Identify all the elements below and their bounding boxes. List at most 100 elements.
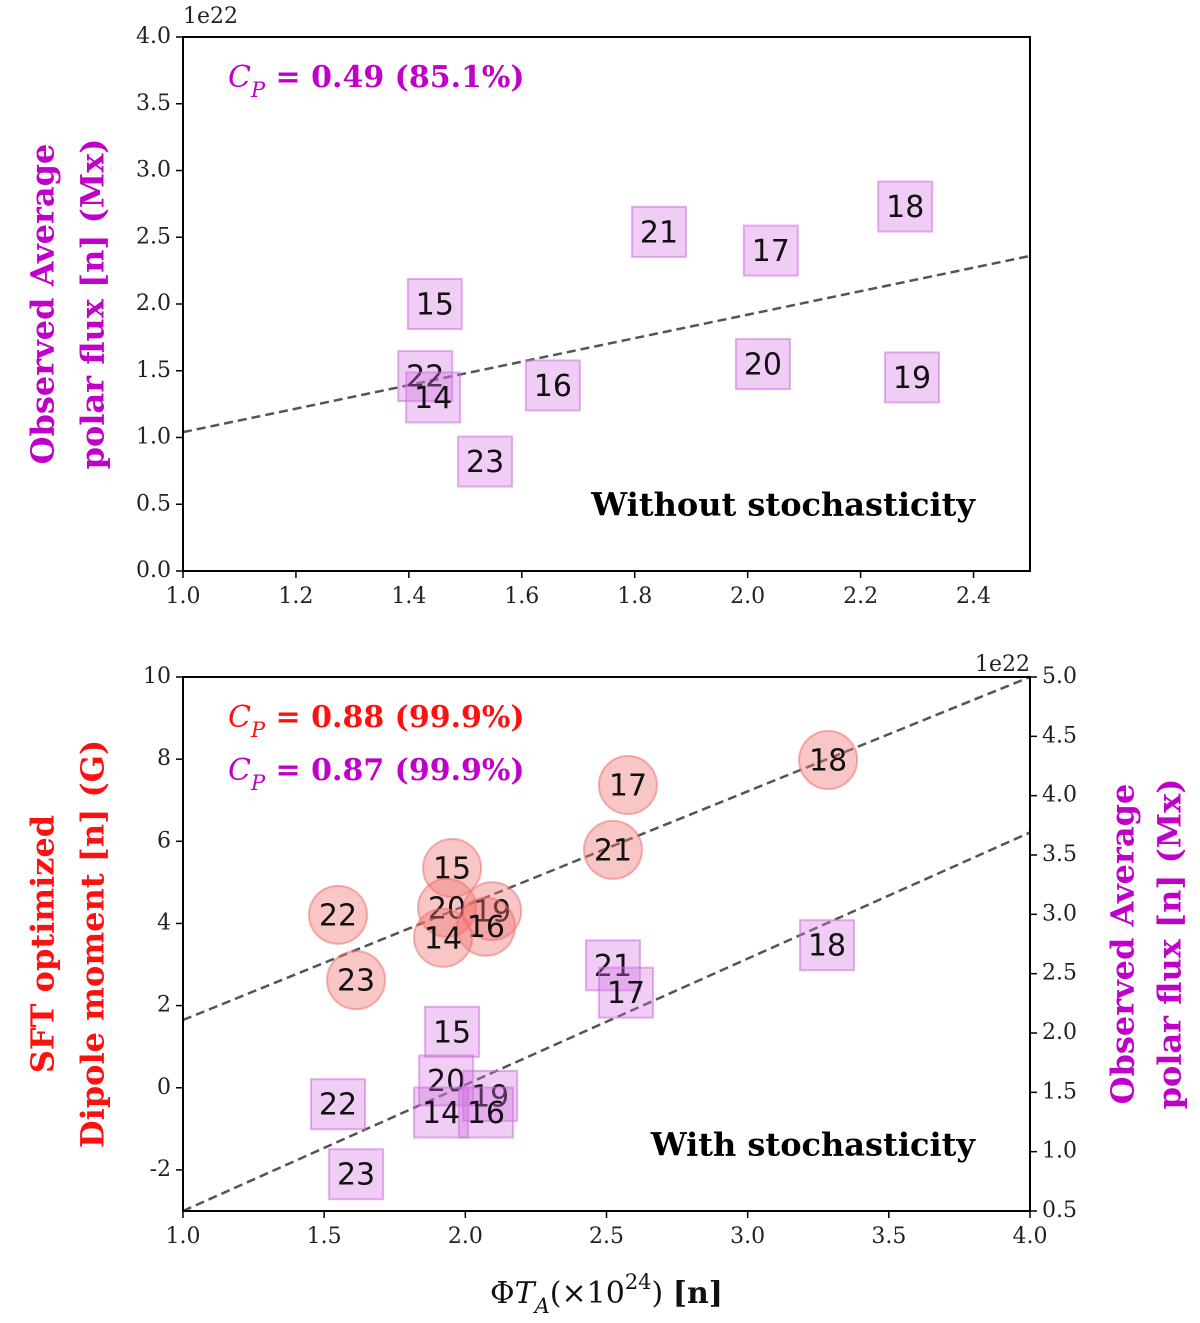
text-part: C bbox=[228, 753, 251, 788]
axes-frame bbox=[182, 676, 1031, 1212]
y-tick-label: 1.5 bbox=[136, 358, 171, 383]
point bbox=[413, 1086, 470, 1139]
x-tick-label: 2.0 bbox=[448, 1224, 483, 1249]
y2-tick-label: 4.5 bbox=[1042, 723, 1077, 748]
text-part: P bbox=[250, 718, 266, 742]
y-tick-label: 4.0 bbox=[136, 24, 171, 49]
axis-label: polar flux [n] (Mx) bbox=[74, 139, 112, 470]
x-label: ΦTA(×1024) [n] bbox=[490, 1270, 723, 1318]
text-part: T bbox=[515, 1276, 537, 1311]
text-part: C bbox=[228, 700, 251, 735]
point-label: 14 bbox=[422, 1096, 460, 1131]
point-label: 19 bbox=[893, 361, 931, 396]
text-part: [n] bbox=[673, 1276, 723, 1311]
y-tick-label: 6 bbox=[157, 828, 171, 853]
point-label: 17 bbox=[609, 769, 647, 804]
point-label: 22 bbox=[319, 898, 357, 933]
point-label: 20 bbox=[744, 348, 782, 383]
text-part: Φ bbox=[490, 1276, 515, 1311]
text-part: (×10 bbox=[550, 1276, 625, 1311]
point-label: 23 bbox=[337, 964, 375, 999]
point-label: 19 bbox=[471, 1079, 509, 1114]
point bbox=[405, 371, 462, 424]
point bbox=[734, 338, 791, 391]
point bbox=[424, 1005, 481, 1058]
point bbox=[742, 224, 799, 277]
point bbox=[310, 1078, 367, 1131]
point-label: 15 bbox=[416, 288, 454, 323]
y-offset: 1e22 bbox=[183, 4, 238, 29]
x-tick-label: 2.2 bbox=[843, 584, 878, 609]
x-tick-label: 1.5 bbox=[307, 1224, 342, 1249]
point-label: 19 bbox=[473, 895, 511, 930]
point bbox=[462, 1069, 519, 1122]
point bbox=[413, 907, 474, 968]
x-tick-label: 3.0 bbox=[730, 1224, 765, 1249]
point-label: 16 bbox=[467, 1096, 505, 1131]
axis-label: polar flux [n] (Mx) bbox=[1151, 779, 1189, 1110]
x-tick-label: 1.8 bbox=[617, 584, 652, 609]
text-part: P bbox=[250, 771, 266, 795]
y2-tick-label: 2.0 bbox=[1042, 1020, 1077, 1045]
point-label: 18 bbox=[886, 190, 924, 225]
x-tick-label: 1.4 bbox=[391, 584, 426, 609]
text-part: 24 bbox=[625, 1270, 652, 1294]
fit-line bbox=[182, 831, 1031, 1213]
y2-tick-label: 5.0 bbox=[1042, 664, 1077, 689]
point-label: 23 bbox=[466, 445, 504, 480]
x-tick-label: 3.5 bbox=[871, 1224, 906, 1249]
point-label: 17 bbox=[607, 976, 645, 1011]
axis-label: SFT optimized bbox=[24, 815, 62, 1073]
y-tick-label: 2 bbox=[157, 993, 171, 1018]
axis-label: Observed Average bbox=[1104, 784, 1142, 1105]
x-tick-label: 2.5 bbox=[589, 1224, 624, 1249]
point bbox=[308, 884, 369, 945]
point-label: 17 bbox=[752, 234, 790, 269]
y-tick-label: 10 bbox=[143, 664, 171, 689]
annotation: CP = 0.49 (85.1%) bbox=[228, 60, 525, 102]
point bbox=[798, 729, 859, 790]
point-label: 14 bbox=[414, 381, 452, 416]
point bbox=[799, 919, 856, 972]
y-tick-label: 2.0 bbox=[136, 291, 171, 316]
text-part: P bbox=[250, 78, 266, 102]
text-part: = 0.87 (99.9%) bbox=[265, 753, 525, 788]
axis-label: Observed Average bbox=[24, 144, 62, 465]
x-tick-label: 1.0 bbox=[166, 1224, 201, 1249]
y2-tick-label: 0.5 bbox=[1042, 1198, 1077, 1223]
text-part: A bbox=[533, 1294, 550, 1318]
point bbox=[582, 819, 643, 880]
point bbox=[877, 180, 934, 233]
point bbox=[631, 205, 688, 258]
y-tick-label: 0 bbox=[157, 1075, 171, 1100]
x-tick-label: 4.0 bbox=[1013, 1224, 1048, 1249]
fit-line bbox=[182, 254, 1031, 434]
y-tick-label: 0.5 bbox=[136, 491, 171, 516]
point bbox=[328, 1148, 385, 1201]
axis-label: Dipole moment [n] (G) bbox=[74, 740, 112, 1148]
point bbox=[416, 877, 477, 938]
point bbox=[406, 278, 463, 330]
y-tick-label: 8 bbox=[157, 746, 171, 771]
point bbox=[584, 939, 641, 992]
y2-tick-label: 1.5 bbox=[1042, 1079, 1077, 1104]
point-label: 16 bbox=[534, 369, 572, 404]
y-tick-label: 4 bbox=[157, 910, 171, 935]
point bbox=[524, 359, 581, 412]
y2-tick-label: 2.5 bbox=[1042, 961, 1077, 986]
point-label: 21 bbox=[640, 215, 678, 250]
y-tick-label: 1.0 bbox=[136, 425, 171, 450]
point-label: 21 bbox=[594, 949, 632, 984]
y2-tick-label: 4.0 bbox=[1042, 783, 1077, 808]
axes-frame bbox=[182, 36, 1031, 572]
x-tick-label: 2.0 bbox=[730, 584, 765, 609]
point-label: 18 bbox=[809, 743, 847, 778]
point bbox=[462, 881, 523, 942]
point bbox=[326, 950, 387, 1011]
y-tick-label: 3.5 bbox=[136, 91, 171, 116]
y-tick-label: -2 bbox=[150, 1157, 171, 1182]
annotation: CP = 0.87 (99.9%) bbox=[228, 753, 525, 795]
panel-text: With stochasticity bbox=[650, 1126, 977, 1164]
point bbox=[597, 755, 658, 816]
